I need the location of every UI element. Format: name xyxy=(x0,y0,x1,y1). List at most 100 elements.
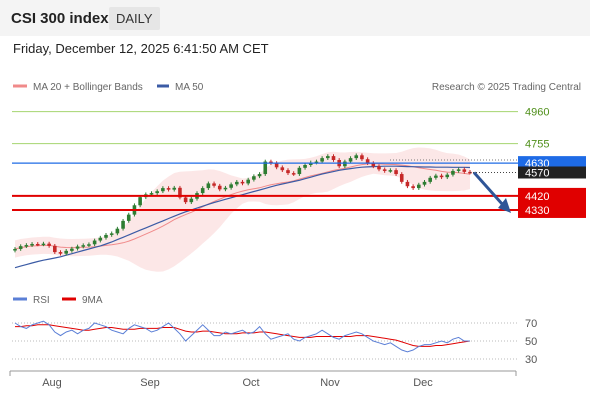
candle-body xyxy=(280,167,285,171)
timestamp: Friday, December 12, 2025 6:41:50 AM CET xyxy=(13,41,269,56)
candle-body xyxy=(126,214,131,221)
candle-body xyxy=(240,181,245,184)
candle-body xyxy=(399,174,404,182)
candle-body xyxy=(320,158,324,162)
candle-body xyxy=(257,174,262,177)
candle-body xyxy=(417,184,421,189)
candle-body xyxy=(206,183,211,189)
resistance-label: 4960 xyxy=(525,107,549,119)
candle-body xyxy=(138,197,142,206)
rsi-line xyxy=(14,320,470,353)
candle-body xyxy=(365,159,370,164)
candle-body xyxy=(326,156,330,159)
candle-body xyxy=(109,233,114,235)
candle-body xyxy=(18,246,23,249)
last-price-label: 4570 xyxy=(525,167,549,179)
x-axis: Aug Sep Oct Nov Dec xyxy=(9,370,517,389)
candle-body xyxy=(451,170,455,175)
candle-body xyxy=(348,158,353,162)
candle-body xyxy=(35,243,40,246)
candle-body xyxy=(263,161,268,175)
candle-body xyxy=(166,188,171,190)
candle-body xyxy=(41,243,46,246)
candle-body xyxy=(70,248,74,251)
candle-body xyxy=(360,155,364,160)
legend-bollinger: MA 20 + Bollinger Bands xyxy=(33,82,143,93)
candle-body xyxy=(155,191,159,194)
forecast-arrow-shaft xyxy=(472,171,505,206)
candle-body xyxy=(178,187,182,198)
candle-body xyxy=(428,177,432,182)
legend-9ma: 9MA xyxy=(82,295,103,306)
x-month-label: Aug xyxy=(42,377,62,389)
candle-body xyxy=(308,162,313,165)
candle-body xyxy=(229,184,233,188)
candle-body xyxy=(212,183,216,186)
candle-body xyxy=(217,185,222,190)
header-bar: CSI 300 index DAILY xyxy=(0,0,590,36)
last-price-box xyxy=(518,166,586,179)
candle-body xyxy=(303,164,307,168)
legend-rsi: RSI xyxy=(33,295,50,306)
candle-body xyxy=(104,234,108,238)
ma20-line xyxy=(14,162,471,250)
candle-body xyxy=(98,237,103,241)
candle-body xyxy=(297,167,302,175)
candle-body xyxy=(189,198,194,203)
candle-body xyxy=(200,188,205,194)
watermark: Research © 2025 Trading Central xyxy=(432,82,581,93)
candle-body xyxy=(371,163,376,167)
candle-body xyxy=(434,175,438,178)
candle-body xyxy=(30,243,34,246)
candle-body xyxy=(87,244,91,246)
x-month-label: Nov xyxy=(320,377,340,389)
timeframe-badge[interactable]: DAILY xyxy=(109,7,160,30)
rsi-tick-label: 50 xyxy=(525,336,537,348)
candle-body xyxy=(121,220,125,229)
candle-body xyxy=(58,252,63,254)
candle-body xyxy=(394,170,398,175)
candle-body xyxy=(53,245,57,253)
candle-body xyxy=(445,174,450,178)
candle-body xyxy=(172,187,177,190)
candle-body xyxy=(81,245,86,247)
x-month-label: Oct xyxy=(242,377,259,389)
candle-body xyxy=(439,175,444,178)
forecast-arrow-head xyxy=(498,197,511,213)
candle-body xyxy=(235,181,239,185)
candle-body xyxy=(246,179,250,184)
rsi-plot: 70 50 30 xyxy=(12,318,537,366)
support-label: 4420 xyxy=(525,191,549,203)
candle-body xyxy=(252,176,256,180)
candle-body xyxy=(223,187,228,190)
support-label: 4330 xyxy=(525,205,549,217)
candle-body xyxy=(13,248,17,251)
rsi-tick-label: 70 xyxy=(525,318,537,330)
candle-body xyxy=(183,197,188,203)
ma50-line xyxy=(14,165,471,269)
candle-body xyxy=(47,243,51,246)
rsi-ma-line xyxy=(15,324,471,347)
candle-body xyxy=(382,169,387,171)
candle-body xyxy=(456,169,461,171)
candle-body xyxy=(343,161,347,167)
candle-body xyxy=(354,155,359,159)
x-month-label: Dec xyxy=(413,377,433,389)
candle-body xyxy=(405,181,410,187)
candle-body xyxy=(115,228,120,234)
legend-ma50: MA 50 xyxy=(175,82,204,93)
candle-body xyxy=(286,170,290,174)
candle-body xyxy=(161,188,165,192)
candle-body xyxy=(422,181,427,185)
candle-body xyxy=(411,186,415,189)
candle-body xyxy=(388,170,393,172)
x-month-label: Sep xyxy=(140,377,160,389)
candle-body xyxy=(331,156,336,160)
candle-body xyxy=(291,173,296,175)
candle-body xyxy=(64,250,68,254)
candle-body xyxy=(462,169,467,172)
support-label-box xyxy=(518,201,586,218)
candle-body xyxy=(92,240,97,245)
